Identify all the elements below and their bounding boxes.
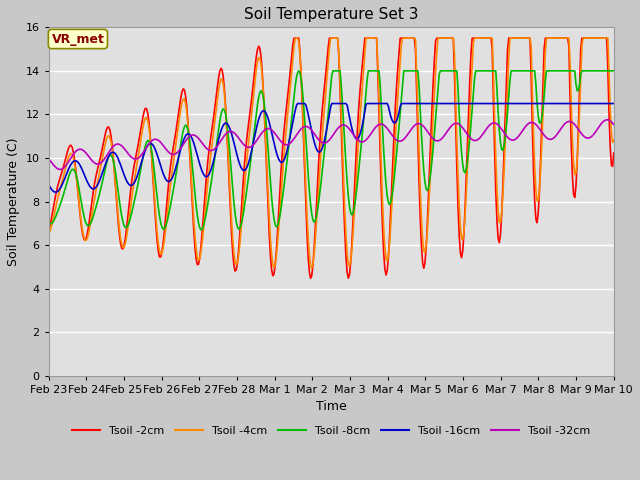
Tsoil -32cm bbox=[284, 142, 292, 147]
Y-axis label: Soil Temperature (C): Soil Temperature (C) bbox=[7, 137, 20, 266]
Tsoil -2cm bbox=[610, 150, 618, 156]
Tsoil -8cm bbox=[197, 227, 205, 233]
Line: Tsoil -8cm: Tsoil -8cm bbox=[49, 71, 614, 230]
Tsoil -4cm bbox=[463, 191, 470, 196]
Tsoil -2cm bbox=[463, 174, 470, 180]
Tsoil -8cm bbox=[222, 111, 230, 117]
Tsoil -8cm bbox=[610, 68, 618, 74]
Tsoil -8cm bbox=[561, 68, 568, 74]
Tsoil -32cm bbox=[362, 137, 370, 143]
Tsoil -4cm bbox=[308, 265, 316, 271]
Tsoil -4cm bbox=[221, 91, 228, 96]
Tsoil -16cm bbox=[294, 101, 301, 107]
Tsoil -32cm bbox=[45, 156, 52, 162]
Tsoil -16cm bbox=[45, 181, 52, 187]
Tsoil -32cm bbox=[603, 117, 611, 123]
Tsoil -16cm bbox=[364, 101, 371, 107]
Tsoil -8cm bbox=[364, 76, 371, 82]
Line: Tsoil -2cm: Tsoil -2cm bbox=[49, 38, 614, 278]
Tsoil -8cm bbox=[295, 68, 303, 74]
Tsoil -2cm bbox=[283, 100, 291, 106]
Tsoil -4cm bbox=[390, 154, 398, 160]
Title: Soil Temperature Set 3: Soil Temperature Set 3 bbox=[244, 7, 419, 22]
Tsoil -4cm bbox=[610, 137, 618, 143]
Legend: Tsoil -2cm, Tsoil -4cm, Tsoil -8cm, Tsoil -16cm, Tsoil -32cm: Tsoil -2cm, Tsoil -4cm, Tsoil -8cm, Tsoi… bbox=[68, 421, 595, 440]
Tsoil -16cm bbox=[463, 101, 470, 107]
Tsoil -16cm bbox=[561, 101, 568, 107]
Tsoil -4cm bbox=[283, 119, 291, 125]
Tsoil -16cm bbox=[284, 143, 292, 149]
Line: Tsoil -32cm: Tsoil -32cm bbox=[49, 120, 614, 169]
Tsoil -32cm bbox=[559, 123, 567, 129]
Tsoil -2cm bbox=[364, 36, 371, 41]
Tsoil -8cm bbox=[45, 219, 52, 225]
Tsoil -2cm bbox=[307, 276, 314, 281]
Tsoil -16cm bbox=[610, 101, 618, 107]
Tsoil -32cm bbox=[610, 121, 618, 127]
Tsoil -2cm bbox=[45, 227, 52, 233]
Tsoil -2cm bbox=[290, 36, 298, 41]
X-axis label: Time: Time bbox=[316, 400, 347, 413]
Line: Tsoil -4cm: Tsoil -4cm bbox=[49, 38, 614, 268]
Tsoil -2cm bbox=[561, 36, 568, 41]
Line: Tsoil -16cm: Tsoil -16cm bbox=[49, 104, 614, 192]
Tsoil -4cm bbox=[45, 230, 52, 236]
Tsoil -4cm bbox=[292, 36, 300, 41]
Tsoil -16cm bbox=[52, 189, 60, 195]
Tsoil -32cm bbox=[389, 134, 397, 140]
Tsoil -8cm bbox=[463, 166, 470, 172]
Tsoil -4cm bbox=[364, 36, 371, 41]
Tsoil -8cm bbox=[390, 174, 398, 180]
Tsoil -2cm bbox=[390, 125, 398, 131]
Tsoil -16cm bbox=[222, 120, 230, 126]
Tsoil -2cm bbox=[221, 86, 228, 92]
Tsoil -16cm bbox=[390, 120, 398, 126]
Tsoil -32cm bbox=[461, 128, 469, 134]
Tsoil -8cm bbox=[284, 148, 292, 154]
Text: VR_met: VR_met bbox=[51, 33, 104, 46]
Tsoil -32cm bbox=[56, 167, 64, 172]
Tsoil -32cm bbox=[222, 132, 230, 137]
Tsoil -4cm bbox=[561, 36, 568, 41]
